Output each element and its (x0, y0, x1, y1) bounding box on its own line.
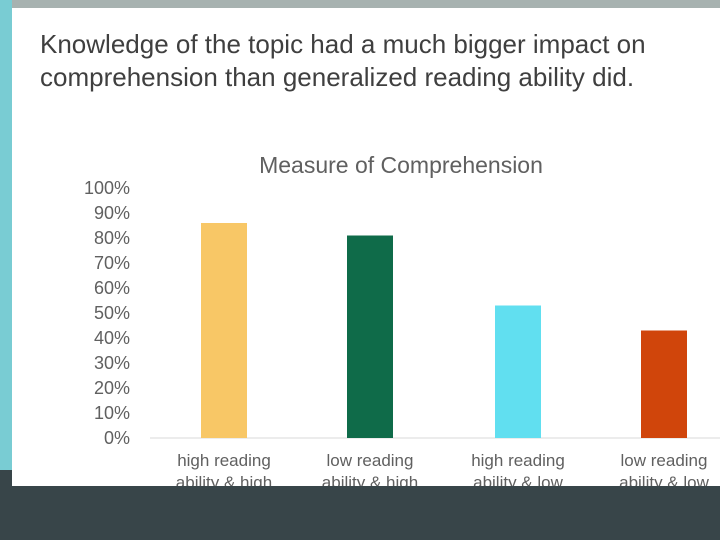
bar (495, 305, 541, 438)
slide: Knowledge of the topic had a much bigger… (12, 8, 720, 486)
category-label-line: ability & high (176, 473, 272, 486)
chart-title: Measure of Comprehension (259, 152, 543, 178)
bar (347, 235, 393, 438)
category-label-line: ability & low (473, 473, 563, 486)
category-label-line: low reading (621, 451, 708, 470)
y-tick-label: 70% (94, 253, 130, 273)
y-tick-label: 0% (104, 428, 130, 448)
y-tick-label: 80% (94, 228, 130, 248)
bar-chart: 0% 10% 20% 30% 40% 50% 60% 70% 80% 90% 100% high re… (84, 178, 720, 486)
top-border (0, 0, 720, 8)
y-tick-label: 90% (94, 203, 130, 223)
y-tick-label: 40% (94, 328, 130, 348)
slide-headline: Knowledge of the topic had a much bigger… (40, 29, 646, 92)
category-label-line: ability & low (619, 473, 709, 486)
category-label-line: high reading (471, 451, 565, 470)
y-tick-label: 30% (94, 353, 130, 373)
y-tick-label: 50% (94, 303, 130, 323)
category-label-line: ability & high (322, 473, 418, 486)
y-tick-label: 10% (94, 403, 130, 423)
bar (201, 223, 247, 438)
y-tick-label: 20% (94, 378, 130, 398)
bar (641, 330, 687, 438)
y-tick-label: 100% (84, 178, 130, 198)
category-label-line: low reading (327, 451, 414, 470)
category-label-line: high reading (177, 451, 271, 470)
left-accent-bar (0, 0, 12, 470)
y-tick-label: 60% (94, 278, 130, 298)
